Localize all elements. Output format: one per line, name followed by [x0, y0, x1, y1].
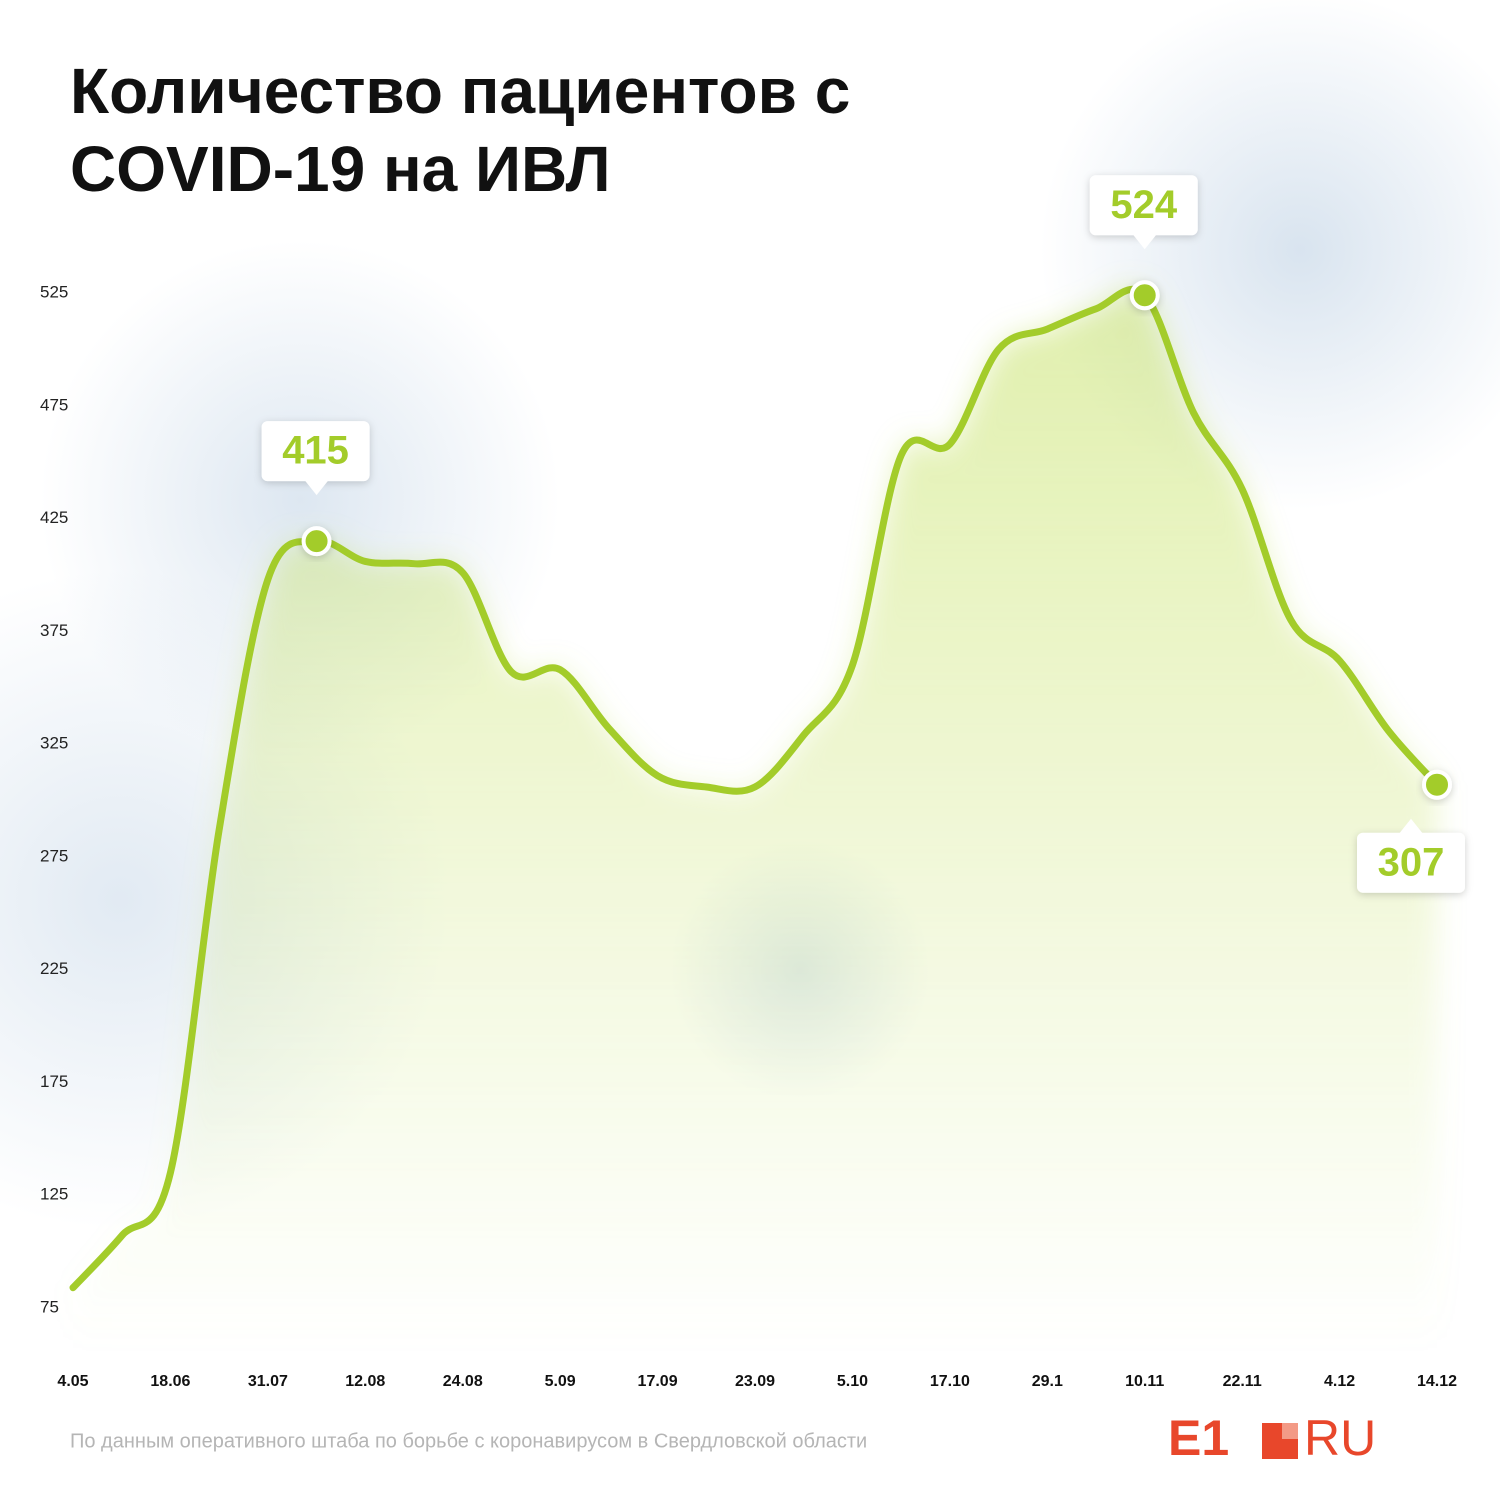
- x-tick-label: 14.12: [1417, 1373, 1457, 1390]
- area-glow: [73, 289, 1437, 1348]
- x-tick-label: 22.11: [1223, 1373, 1262, 1390]
- y-tick-label: 325: [40, 734, 68, 753]
- source: По данным оперативного штаба по борьбе с…: [70, 1430, 867, 1452]
- point: [301, 526, 332, 557]
- label-pointer: [304, 480, 329, 496]
- x-tick-label: 12.08: [345, 1373, 385, 1390]
- y-tick-label: 525: [40, 282, 68, 301]
- label-pointer: [1132, 234, 1157, 250]
- point: [1129, 280, 1160, 311]
- label-box: [261, 421, 370, 482]
- x-tick-label: 31.07: [248, 1373, 288, 1390]
- y-tick-label: 75: [40, 1297, 59, 1316]
- x-tick-label: 10.11: [1125, 1373, 1164, 1390]
- logo: RU: [1304, 1410, 1376, 1466]
- y-tick-label: 425: [40, 508, 68, 527]
- point: [1422, 769, 1452, 800]
- chart-title: Количество пациентов с COVID-19 на ИВЛ: [70, 55, 851, 205]
- y-tick-label: 125: [40, 1185, 68, 1204]
- x-tick-label: 4.12: [1324, 1373, 1355, 1390]
- y-tick-label: 275: [40, 846, 68, 865]
- label-pointer: [1399, 818, 1423, 834]
- label-box: [1089, 175, 1198, 236]
- label-box: [1357, 832, 1465, 893]
- logo-square: [1282, 1423, 1298, 1439]
- data-label: 415: [282, 429, 349, 473]
- x-tick-label: 29.1: [1032, 1373, 1063, 1390]
- y-tick-label: 475: [40, 395, 68, 414]
- x-tick-label: 17.10: [930, 1373, 970, 1390]
- logo: E1: [1168, 1410, 1229, 1466]
- x-tick-label: 24.08: [443, 1373, 483, 1390]
- line: [69, 285, 1441, 1292]
- x-tick-label: 5.09: [545, 1373, 576, 1390]
- x-tick-label: 17.09: [638, 1373, 678, 1390]
- data-label: 524: [1110, 183, 1177, 227]
- x-tick-label: 23.09: [735, 1373, 775, 1390]
- data-label: 307: [1378, 840, 1445, 884]
- y-tick-label: 225: [40, 959, 68, 978]
- x-tick-label: 18.06: [150, 1373, 190, 1390]
- y-tick-label: 375: [40, 621, 68, 640]
- x-tick-label: 5.10: [837, 1373, 868, 1390]
- x-tick-label: 4.05: [57, 1373, 88, 1390]
- y-tick-label: 175: [40, 1072, 68, 1091]
